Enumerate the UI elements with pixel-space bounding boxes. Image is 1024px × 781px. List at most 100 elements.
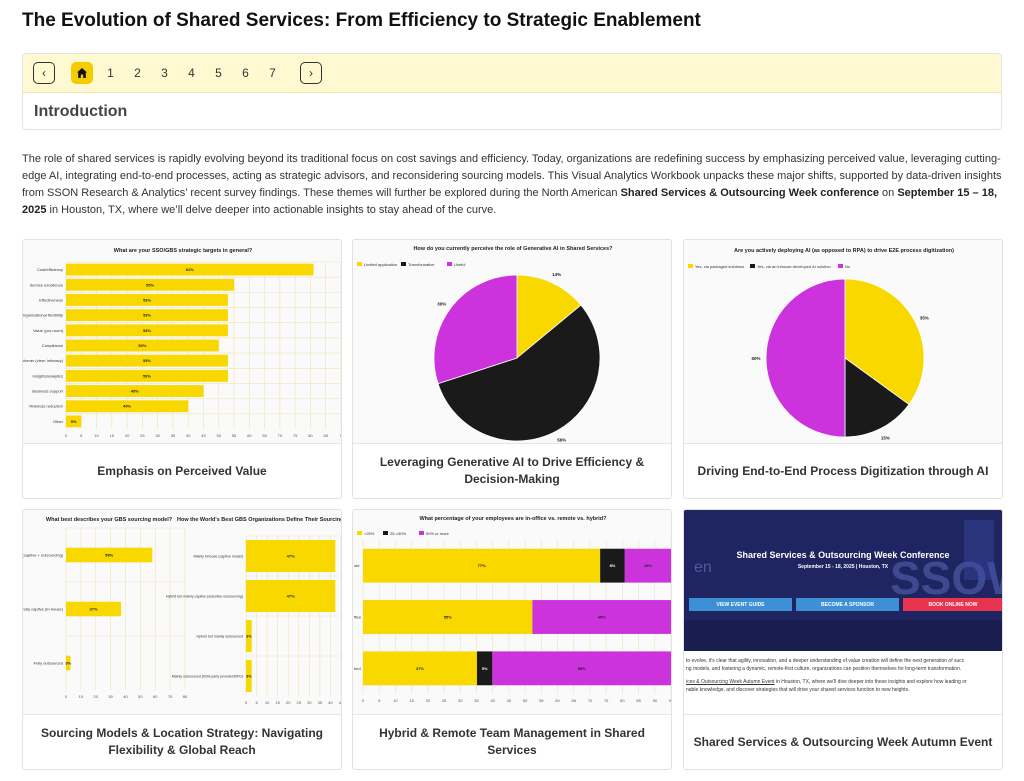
category-label: Cost/efficiency [37,267,63,272]
view-event-guide-button[interactable]: VIEW EVENT GUIDE [689,598,792,611]
data-label: 5% [482,666,488,671]
page-link-7[interactable]: 7 [269,66,276,80]
section-title: Introduction [23,92,1001,129]
legend-label: 25-<50% [390,531,407,536]
pie-slice [433,274,518,385]
x-tick-label: 10 [79,694,84,699]
card-thumbnail: What percentage of your employees are in… [353,510,671,715]
page-link-3[interactable]: 3 [161,66,168,80]
x-tick-label: 10 [94,433,99,438]
bar [66,324,228,337]
chart-title: How do you currently perceive the role o… [413,246,613,252]
data-label: 37% [90,607,98,612]
bar [66,369,228,382]
card-thumbnail: Are you actively deploying AI (as oppose… [684,240,1002,444]
legend-swatch [357,531,362,535]
intro-conference-dates: September 15 – 18, 2025 [22,187,997,216]
data-label: 45% [598,615,606,620]
card-caption: Shared Services & Outsourcing Week Autum… [693,734,993,749]
x-tick-label: 40 [123,694,128,699]
card-perceived-value[interactable]: What are your SSO/GBS strategic targets … [22,239,342,499]
pie-slice [437,304,601,442]
data-label: 77% [478,563,486,568]
card-sourcing-models[interactable]: What best describes your GBS sourcing mo… [22,509,342,770]
event-text-excerpt: to evolve, it's clear that agility, inno… [684,651,1002,714]
page-link-4[interactable]: 4 [188,66,195,80]
x-tick-label: 50 [138,694,143,699]
data-label: 50% [138,343,146,348]
bar [246,660,252,692]
bar-segment [532,600,671,634]
home-page-button[interactable] [71,62,93,84]
data-label: 40% [123,404,131,409]
page-link-5[interactable]: 5 [215,66,222,80]
pie-slice [844,357,910,438]
card-e2e-digitization[interactable]: Are you actively deploying AI (as oppose… [683,239,1003,499]
card-hybrid-remote[interactable]: What percentage of your employees are in… [352,509,672,770]
x-tick-label: 65 [572,698,577,703]
event-title: Shared Services & Outsourcing Week Confe… [736,550,950,560]
section-nav-panel: ‹ 1 2 3 4 5 6 7 › Introduction [22,53,1002,130]
category-label: Service excellence [30,282,64,287]
x-tick-label: 0 [362,698,365,703]
bar [66,339,219,352]
x-tick-label: 60 [555,698,560,703]
legend-swatch [419,531,424,535]
category-label: Organizational flexibility [23,313,63,318]
card-autumn-event[interactable]: en SSOW Shared Services & Outsourcing We… [683,509,1003,770]
category-label: Mainly outsourced (third-party provider/… [172,675,243,679]
data-label: 55% [444,615,452,620]
bar [66,385,204,397]
x-tick-label: 40 [490,698,495,703]
x-tick-label: 80 [620,698,625,703]
data-label: 53% [143,373,151,378]
event-banner: en SSOW Shared Services & Outsourcing We… [684,510,1002,715]
legend-swatch [401,262,406,266]
x-tick-label: 20 [286,700,291,705]
category-label: Value (pro-room) [33,328,64,333]
x-tick-label: 25 [297,700,302,705]
x-tick-label: 65 [262,433,267,438]
bar [66,601,122,617]
bar-segment [600,548,625,583]
card-caption: Hybrid & Remote Team Management in Share… [379,726,645,757]
card-generative-ai[interactable]: How do you currently perceive the role o… [352,239,672,499]
page-link-1[interactable]: 1 [107,66,114,80]
x-tick-label: 0 [245,700,248,705]
data-label: 53% [143,358,151,363]
x-tick-label: 5 [378,698,381,703]
chevron-left-icon: ‹ [42,66,46,80]
page-link-6[interactable]: 6 [242,66,249,80]
page-link-2[interactable]: 2 [134,66,141,80]
chart-title: What are your SSO/GBS strategic targets … [114,248,253,254]
data-label: 53% [143,297,151,302]
next-page-button[interactable]: › [300,62,322,84]
category-label: ffice [354,615,362,620]
x-tick-label: 9 [340,433,341,438]
event-link[interactable]: ices & Outsourcing Week Autumn Event [686,679,775,685]
pie-slice [516,274,582,359]
book-online-button[interactable]: BOOK ONLINE NOW [903,598,1002,611]
data-label: 45% [131,389,139,394]
slice-label: 56% [557,437,566,442]
event-bg-word: SSOW [890,552,1002,604]
bar-segment [363,548,601,583]
x-tick-label: 25 [442,698,447,703]
bar [66,294,228,306]
x-tick-label: 0 [65,694,68,699]
x-tick-label: 40 [186,433,191,438]
prev-page-button[interactable]: ‹ [33,62,55,84]
x-tick-label: 0 [65,433,68,438]
x-tick-label: 95 [669,698,671,703]
legend-swatch [750,264,755,268]
become-sponsor-button[interactable]: BECOME A SPONSOR [796,598,899,611]
bar [246,620,252,652]
x-tick-label: 30 [108,694,113,699]
chart-title: Are you actively deploying AI (as oppose… [734,248,954,254]
category-label: Customer (view: intimacy) [23,358,64,363]
card-caption: Leveraging Generative AI to Drive Effici… [379,455,645,486]
x-tick-label: 35 [171,433,176,438]
data-label: 53% [143,313,151,318]
category-label: Mainly inhouse (captive model) [193,555,243,559]
x-tick-label: 45 [201,433,206,438]
